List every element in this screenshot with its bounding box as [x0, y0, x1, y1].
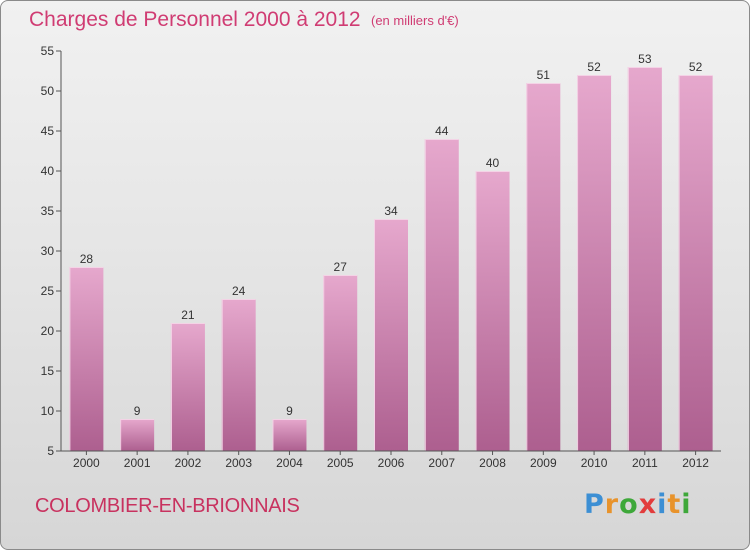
- bar-value-label: 27: [334, 260, 348, 274]
- bar-value-label: 34: [384, 204, 398, 218]
- chart-title: Charges de Personnel 2000 à 2012: [29, 8, 361, 31]
- x-tick-label: 2010: [581, 456, 608, 470]
- bar: [323, 275, 358, 451]
- bar: [577, 75, 612, 451]
- commune-name: COLOMBIER-EN-BRIONNAIS: [35, 495, 300, 517]
- logo-letter: o: [619, 489, 639, 520]
- bar-value-label: 28: [80, 252, 94, 266]
- bar-value-label: 21: [181, 308, 195, 322]
- bar-value-label: 52: [689, 60, 703, 74]
- logo-letter: t: [667, 489, 682, 520]
- x-tick-label: 2001: [124, 456, 151, 470]
- x-tick-label: 2003: [225, 456, 252, 470]
- y-tick-label: 25: [41, 284, 55, 298]
- bar: [475, 171, 510, 451]
- bar-value-label: 9: [134, 404, 141, 418]
- bar-value-label: 53: [638, 52, 652, 66]
- y-axis: 5 10 15 20 25 30 35 40 45 50 55: [41, 44, 62, 458]
- logo-letter: i: [657, 489, 668, 520]
- y-tick-label: 20: [41, 324, 55, 338]
- bar: [678, 75, 713, 451]
- x-axis: 2000 2001 2002 2003 2004 2005 2006 2007 2008 2009…: [61, 450, 721, 470]
- bar: [120, 419, 155, 451]
- bar: [374, 219, 408, 451]
- y-tick-label: 45: [41, 124, 55, 138]
- bar: [170, 323, 205, 451]
- y-tick-label: 10: [41, 404, 55, 418]
- x-tick-label: 2006: [378, 456, 405, 470]
- bar: [627, 67, 662, 451]
- y-tick-label: 40: [41, 164, 55, 178]
- y-tick-label: 30: [41, 244, 55, 258]
- bar-value-label: 9: [286, 404, 293, 418]
- logo-letter: P: [584, 489, 605, 520]
- logo-letter: i: [681, 489, 692, 520]
- x-tick-label: 2002: [175, 456, 202, 470]
- bar-value-label: 44: [435, 124, 449, 138]
- bar: [272, 419, 307, 451]
- bar: [221, 299, 256, 451]
- bar-value-label: 40: [486, 156, 500, 170]
- bar: [526, 83, 561, 451]
- logo-letter: x: [638, 489, 658, 520]
- x-tick-label: 2007: [428, 456, 455, 470]
- proxiti-logo: Proxiti: [584, 489, 692, 520]
- bar: [69, 267, 104, 451]
- x-tick-label: 2012: [682, 456, 709, 470]
- x-tick-label: 2008: [479, 456, 506, 470]
- x-tick-label: 2011: [632, 456, 658, 470]
- bar-value-label: 52: [587, 60, 601, 74]
- bars: 28 9 21 24 9 27 34 44 40 51 52 53 52: [69, 52, 713, 451]
- bar: [424, 139, 459, 451]
- y-tick-label: 55: [41, 44, 55, 58]
- y-tick-label: 50: [41, 84, 55, 98]
- x-tick-label: 2009: [530, 456, 557, 470]
- x-tick-label: 2005: [327, 456, 354, 470]
- chart-subtitle: (en milliers d'€): [371, 13, 459, 28]
- y-tick-label: 5: [47, 444, 54, 458]
- logo-letter: r: [604, 489, 620, 520]
- bar-value-label: 24: [232, 284, 246, 298]
- x-tick-label: 2000: [73, 456, 100, 470]
- y-tick-label: 15: [41, 364, 55, 378]
- x-tick-label: 2004: [276, 456, 303, 470]
- y-tick-label: 35: [41, 204, 55, 218]
- bar-value-label: 51: [537, 68, 551, 82]
